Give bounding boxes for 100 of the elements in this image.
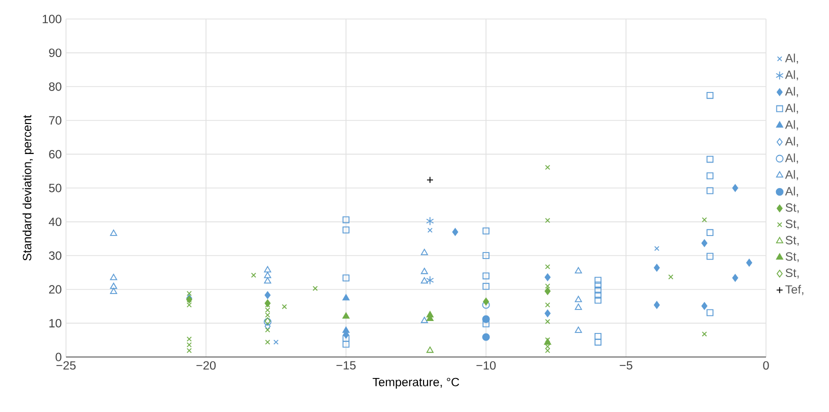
point <box>594 338 602 346</box>
point <box>342 294 350 300</box>
y-tick-label: 70 <box>49 116 62 125</box>
point <box>594 276 602 284</box>
legend-label: Al, <box>785 170 798 180</box>
point <box>482 227 490 234</box>
point <box>426 176 434 184</box>
point <box>452 228 458 236</box>
point <box>342 312 350 319</box>
point <box>706 156 714 163</box>
x-tick-label: −20 <box>196 361 216 370</box>
point <box>706 252 714 260</box>
point <box>482 272 490 280</box>
point <box>668 274 674 280</box>
point <box>482 320 490 328</box>
point <box>574 304 582 310</box>
point <box>746 258 752 267</box>
point <box>186 342 192 348</box>
y-axis-title: Standard deviation, percent <box>22 115 34 261</box>
point <box>706 187 714 194</box>
point <box>706 229 714 236</box>
legend-label: Al, <box>785 120 798 130</box>
point <box>483 298 489 306</box>
point <box>342 226 350 234</box>
legend-label: St, <box>786 203 799 214</box>
y-tick-label: 0 <box>56 352 62 362</box>
point <box>545 164 550 170</box>
point <box>312 286 318 291</box>
legend-label: Al, <box>785 153 798 164</box>
point <box>594 292 602 299</box>
y-tick-label: 50 <box>49 184 62 192</box>
point <box>545 218 550 224</box>
point <box>594 286 602 294</box>
point <box>426 346 434 353</box>
point <box>544 310 551 318</box>
legend-label: Al, <box>785 136 798 147</box>
point <box>186 336 192 342</box>
legend-label: St, <box>786 236 799 246</box>
legend-label: Al, <box>785 86 798 98</box>
point <box>482 252 490 260</box>
point <box>574 267 582 274</box>
point <box>702 331 707 337</box>
y-tick-label: 80 <box>49 82 62 91</box>
point <box>273 340 279 345</box>
legend-label: Al, <box>785 186 798 197</box>
point <box>545 264 550 270</box>
point <box>342 334 350 342</box>
point <box>482 282 490 290</box>
point <box>427 228 433 233</box>
legend-label: Al, <box>785 104 798 114</box>
point <box>342 326 350 333</box>
point <box>594 282 602 288</box>
point <box>702 217 707 222</box>
point <box>701 302 708 310</box>
x-tick-label: −15 <box>336 361 356 370</box>
legend-label: Al, <box>785 54 798 64</box>
x-tick-label: −10 <box>476 361 496 370</box>
point <box>264 272 272 278</box>
point <box>110 282 118 289</box>
point <box>545 302 550 308</box>
point <box>706 172 714 180</box>
y-tick-label: 90 <box>49 48 62 58</box>
point <box>264 266 272 272</box>
legend-label: St, <box>786 252 799 262</box>
legend-label: St, <box>786 220 799 230</box>
legend-label: Tef, <box>785 284 804 296</box>
x-tick-label: −25 <box>56 361 76 370</box>
legend-label: Al, <box>785 70 798 80</box>
point <box>110 288 118 294</box>
point <box>342 340 350 348</box>
point <box>654 264 660 272</box>
point <box>186 290 192 296</box>
point <box>110 274 118 280</box>
x-tick-label: 0 <box>763 361 769 370</box>
point <box>420 248 428 256</box>
point <box>544 287 551 295</box>
point <box>594 332 602 340</box>
point <box>654 301 660 309</box>
point <box>186 302 192 308</box>
point <box>732 274 738 282</box>
point <box>545 283 550 289</box>
point <box>706 309 714 316</box>
y-tick-label: 30 <box>48 251 62 260</box>
point <box>110 230 118 236</box>
x-axis-title: Temperature, °C <box>372 378 460 389</box>
point <box>482 301 490 309</box>
y-tick-label: 10 <box>49 318 62 328</box>
point <box>264 322 271 330</box>
point <box>264 291 271 299</box>
point <box>482 315 490 323</box>
point <box>186 348 192 354</box>
point <box>654 246 660 252</box>
point <box>342 274 350 282</box>
point <box>701 239 708 247</box>
point <box>420 316 428 324</box>
point <box>706 92 714 99</box>
point <box>545 318 550 324</box>
point <box>265 340 270 345</box>
y-tick-label: 100 <box>42 14 62 24</box>
point <box>426 216 434 226</box>
